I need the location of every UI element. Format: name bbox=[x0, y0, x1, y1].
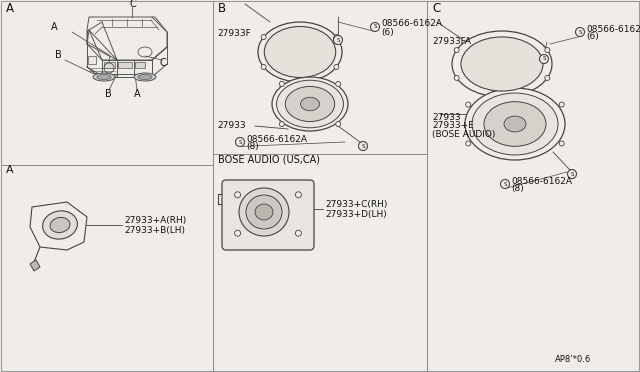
Ellipse shape bbox=[43, 211, 77, 239]
Text: BOSE AUDIO (US,CA): BOSE AUDIO (US,CA) bbox=[218, 154, 320, 164]
Text: 27933+B(LH): 27933+B(LH) bbox=[124, 225, 185, 234]
Circle shape bbox=[466, 102, 471, 107]
Text: 27933+E: 27933+E bbox=[432, 122, 474, 131]
Text: S: S bbox=[373, 25, 377, 29]
Ellipse shape bbox=[465, 88, 565, 160]
Circle shape bbox=[296, 230, 301, 236]
Text: A: A bbox=[6, 1, 14, 15]
Polygon shape bbox=[118, 62, 132, 68]
Circle shape bbox=[500, 180, 509, 189]
Ellipse shape bbox=[276, 80, 344, 128]
Circle shape bbox=[575, 28, 584, 36]
Circle shape bbox=[334, 64, 339, 70]
Ellipse shape bbox=[50, 217, 70, 232]
Text: 27933+D(LH): 27933+D(LH) bbox=[325, 209, 387, 218]
Text: 27933+C(RH): 27933+C(RH) bbox=[325, 201, 387, 209]
Ellipse shape bbox=[285, 86, 335, 122]
Ellipse shape bbox=[504, 116, 526, 132]
Text: 27933FA: 27933FA bbox=[432, 38, 471, 46]
Text: B: B bbox=[105, 89, 112, 99]
Circle shape bbox=[236, 138, 244, 147]
Text: S: S bbox=[570, 171, 573, 176]
Ellipse shape bbox=[264, 26, 336, 77]
Circle shape bbox=[454, 76, 459, 80]
FancyBboxPatch shape bbox=[222, 180, 314, 250]
Text: S: S bbox=[579, 29, 582, 35]
Text: 08566-6162A: 08566-6162A bbox=[511, 176, 572, 186]
Polygon shape bbox=[135, 62, 145, 68]
Circle shape bbox=[336, 122, 340, 126]
Circle shape bbox=[235, 192, 241, 198]
Circle shape bbox=[545, 48, 550, 52]
Text: 27933+A(RH): 27933+A(RH) bbox=[124, 217, 186, 225]
Polygon shape bbox=[104, 62, 115, 68]
Ellipse shape bbox=[255, 204, 273, 220]
Text: 08566-6162A: 08566-6162A bbox=[381, 19, 442, 29]
Text: S: S bbox=[361, 144, 365, 148]
Text: C: C bbox=[159, 58, 166, 68]
Circle shape bbox=[336, 81, 340, 86]
Polygon shape bbox=[30, 260, 40, 271]
Circle shape bbox=[279, 81, 284, 86]
Ellipse shape bbox=[452, 31, 552, 97]
Ellipse shape bbox=[138, 74, 152, 80]
Circle shape bbox=[371, 22, 380, 32]
Circle shape bbox=[235, 230, 241, 236]
Text: 27933: 27933 bbox=[217, 121, 246, 129]
Circle shape bbox=[559, 141, 564, 146]
Ellipse shape bbox=[272, 77, 348, 131]
Circle shape bbox=[261, 64, 266, 70]
Ellipse shape bbox=[484, 102, 546, 146]
Circle shape bbox=[540, 55, 548, 64]
Polygon shape bbox=[87, 17, 167, 60]
Text: (6): (6) bbox=[586, 32, 599, 42]
Circle shape bbox=[334, 35, 339, 39]
Text: 27933: 27933 bbox=[432, 113, 461, 122]
Circle shape bbox=[296, 192, 301, 198]
Text: S: S bbox=[336, 38, 340, 42]
Text: 27933F: 27933F bbox=[217, 29, 251, 38]
Ellipse shape bbox=[301, 97, 319, 111]
Circle shape bbox=[279, 122, 284, 126]
Text: (8): (8) bbox=[246, 142, 259, 151]
Text: S: S bbox=[238, 140, 242, 144]
Ellipse shape bbox=[134, 73, 156, 81]
Text: (6): (6) bbox=[381, 28, 394, 36]
Circle shape bbox=[454, 48, 459, 52]
Text: A: A bbox=[6, 165, 13, 175]
Ellipse shape bbox=[97, 74, 111, 80]
Ellipse shape bbox=[93, 73, 115, 81]
Text: C: C bbox=[432, 1, 440, 15]
Text: S: S bbox=[503, 182, 507, 186]
Ellipse shape bbox=[461, 37, 543, 91]
Text: C: C bbox=[129, 0, 136, 9]
Circle shape bbox=[568, 170, 577, 179]
Text: (BOSE AUDIO): (BOSE AUDIO) bbox=[432, 129, 495, 138]
Text: S: S bbox=[542, 57, 546, 61]
Circle shape bbox=[333, 35, 342, 45]
Circle shape bbox=[261, 35, 266, 39]
Text: AP8’*0.6: AP8’*0.6 bbox=[555, 356, 591, 365]
Text: A: A bbox=[134, 89, 141, 99]
Ellipse shape bbox=[246, 195, 282, 229]
Bar bbox=[88, 56, 96, 64]
Ellipse shape bbox=[258, 22, 342, 82]
Circle shape bbox=[545, 76, 550, 80]
Circle shape bbox=[559, 102, 564, 107]
Text: A: A bbox=[51, 22, 58, 32]
Circle shape bbox=[358, 141, 367, 151]
Ellipse shape bbox=[472, 93, 558, 155]
Ellipse shape bbox=[239, 188, 289, 236]
Text: B: B bbox=[55, 50, 61, 60]
Polygon shape bbox=[30, 202, 87, 250]
Text: B: B bbox=[218, 1, 226, 15]
Text: 08566-6162A: 08566-6162A bbox=[586, 25, 640, 33]
Text: 08566-6162A: 08566-6162A bbox=[246, 135, 307, 144]
Circle shape bbox=[466, 141, 471, 146]
Text: (8): (8) bbox=[511, 185, 524, 193]
